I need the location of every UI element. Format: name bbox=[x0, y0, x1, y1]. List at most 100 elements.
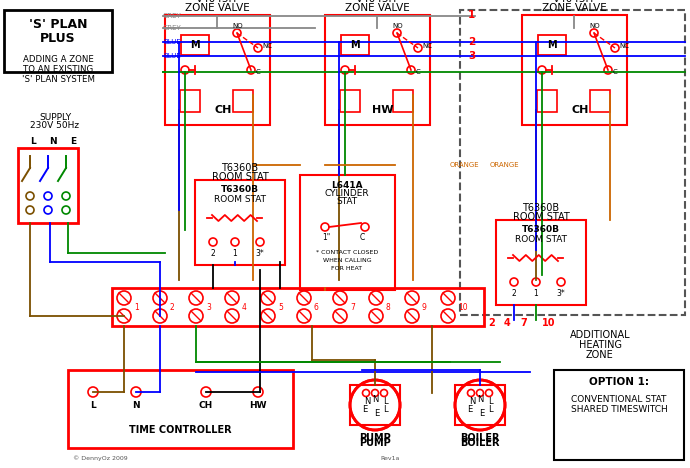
Text: PLUS: PLUS bbox=[40, 31, 76, 44]
Text: ROOM STAT: ROOM STAT bbox=[212, 172, 268, 182]
Text: L: L bbox=[383, 397, 387, 407]
Text: C: C bbox=[613, 69, 618, 75]
Text: 2: 2 bbox=[511, 288, 516, 298]
Text: NC: NC bbox=[262, 43, 272, 49]
Text: E: E bbox=[480, 409, 484, 417]
Text: 1: 1 bbox=[233, 249, 237, 257]
Text: N: N bbox=[49, 137, 57, 146]
Text: 1: 1 bbox=[134, 302, 139, 312]
Text: E: E bbox=[375, 409, 380, 417]
Text: © DennyOz 2009: © DennyOz 2009 bbox=[72, 455, 128, 461]
Text: 10: 10 bbox=[458, 302, 468, 312]
Text: N: N bbox=[364, 397, 371, 407]
Text: TIME CONTROLLER: TIME CONTROLLER bbox=[129, 425, 231, 435]
Bar bbox=[4, 10, 112, 72]
Text: V4043H: V4043H bbox=[356, 0, 397, 4]
Text: Rev1a: Rev1a bbox=[380, 455, 400, 461]
Text: NO: NO bbox=[232, 23, 243, 29]
Bar bbox=[460, 10, 685, 315]
Text: BOILER: BOILER bbox=[460, 433, 500, 443]
Text: 2: 2 bbox=[488, 318, 495, 328]
Text: 9: 9 bbox=[422, 302, 427, 312]
Text: ROOM STAT: ROOM STAT bbox=[515, 234, 567, 243]
Text: L: L bbox=[488, 405, 492, 415]
Text: NO: NO bbox=[589, 23, 600, 29]
Text: TO AN EXISTING: TO AN EXISTING bbox=[23, 66, 93, 74]
Text: STAT: STAT bbox=[337, 197, 357, 206]
Text: OPTION 1:: OPTION 1: bbox=[589, 377, 649, 387]
Text: HEATING: HEATING bbox=[578, 340, 622, 350]
Text: T6360B: T6360B bbox=[522, 226, 560, 234]
Text: M: M bbox=[351, 40, 359, 50]
Text: GREY: GREY bbox=[163, 13, 181, 19]
Text: ROOM STAT: ROOM STAT bbox=[513, 212, 569, 222]
Bar bbox=[112, 288, 484, 326]
Bar bbox=[537, 90, 557, 112]
Text: 7: 7 bbox=[350, 302, 355, 312]
Text: ZONE VALVE: ZONE VALVE bbox=[542, 3, 607, 13]
Text: T6360B: T6360B bbox=[522, 203, 560, 213]
Text: V4043H: V4043H bbox=[553, 0, 595, 4]
Text: 2: 2 bbox=[468, 37, 475, 47]
Text: SUPPLY: SUPPLY bbox=[39, 112, 71, 122]
Text: C: C bbox=[416, 69, 421, 75]
Text: 8: 8 bbox=[386, 302, 391, 312]
Text: 2: 2 bbox=[210, 249, 215, 257]
Text: GREY: GREY bbox=[163, 25, 181, 31]
Text: 3*: 3* bbox=[255, 249, 264, 257]
Text: 10: 10 bbox=[542, 318, 555, 328]
Bar bbox=[538, 35, 566, 55]
Text: L: L bbox=[383, 405, 387, 415]
Text: * CONTACT CLOSED: * CONTACT CLOSED bbox=[316, 250, 378, 256]
Text: L641A: L641A bbox=[331, 181, 363, 190]
Text: N: N bbox=[477, 395, 483, 404]
Bar bbox=[590, 90, 610, 112]
Bar bbox=[195, 180, 285, 265]
Bar bbox=[341, 35, 369, 55]
Bar bbox=[325, 15, 430, 125]
Text: 3: 3 bbox=[468, 51, 475, 61]
Text: CH: CH bbox=[199, 401, 213, 410]
Text: 4: 4 bbox=[504, 318, 511, 328]
Text: 3: 3 bbox=[206, 302, 211, 312]
Text: T6360B: T6360B bbox=[221, 185, 259, 195]
Text: 'S' PLAN: 'S' PLAN bbox=[29, 19, 87, 31]
Text: 1: 1 bbox=[468, 10, 475, 20]
Text: BLUE: BLUE bbox=[163, 53, 181, 59]
Text: CONVENTIONAL STAT: CONVENTIONAL STAT bbox=[571, 395, 667, 404]
Text: BOILER: BOILER bbox=[460, 438, 500, 448]
Text: 230V 50Hz: 230V 50Hz bbox=[30, 122, 79, 131]
Text: 2: 2 bbox=[170, 302, 175, 312]
Text: FOR HEAT: FOR HEAT bbox=[331, 265, 362, 271]
Text: E: E bbox=[70, 137, 76, 146]
Bar bbox=[181, 35, 209, 55]
Bar bbox=[300, 175, 395, 290]
Text: ADDITIONAL: ADDITIONAL bbox=[570, 330, 630, 340]
Text: 6: 6 bbox=[314, 302, 319, 312]
Text: ZONE: ZONE bbox=[586, 350, 614, 360]
Text: PUMP: PUMP bbox=[359, 433, 391, 443]
Text: BLUE: BLUE bbox=[163, 39, 181, 45]
Text: C: C bbox=[360, 233, 365, 241]
Text: NO: NO bbox=[392, 23, 403, 29]
Bar bbox=[496, 220, 586, 305]
Text: CYLINDER: CYLINDER bbox=[325, 190, 369, 198]
Text: N: N bbox=[132, 401, 140, 410]
Text: ZONE VALVE: ZONE VALVE bbox=[185, 3, 249, 13]
Text: M: M bbox=[190, 40, 200, 50]
Bar bbox=[233, 90, 253, 112]
Text: E: E bbox=[362, 405, 368, 415]
Text: NC: NC bbox=[422, 43, 432, 49]
Text: L: L bbox=[30, 137, 36, 146]
Text: 5: 5 bbox=[278, 302, 283, 312]
Text: WHEN CALLING: WHEN CALLING bbox=[323, 258, 371, 263]
Bar bbox=[340, 90, 360, 112]
Bar bbox=[165, 15, 270, 125]
Text: T6360B: T6360B bbox=[221, 163, 259, 173]
Text: PUMP: PUMP bbox=[359, 438, 391, 448]
Text: ORANGE: ORANGE bbox=[490, 162, 520, 168]
Bar bbox=[393, 90, 413, 112]
Text: C: C bbox=[256, 69, 261, 75]
Text: SHARED TIMESWITCH: SHARED TIMESWITCH bbox=[571, 405, 667, 415]
Bar bbox=[18, 148, 78, 223]
